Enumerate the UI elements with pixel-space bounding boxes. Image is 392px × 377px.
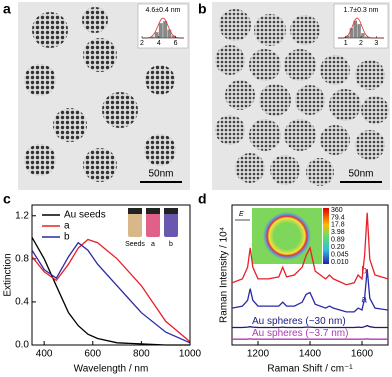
legend-label: b [64,232,70,243]
x-tick-label: 1400 [299,349,322,360]
y-tick-label: 0.8 [15,253,29,264]
x-tick-label: 400 [36,349,53,360]
y-tick-label: 0.4 [15,297,29,308]
series-label: b [361,266,367,277]
histogram-bar [167,29,172,39]
x-tick-label: 2 [140,40,144,47]
y-tick-label: 0.0 [15,340,29,351]
inset-annotation: 4.6±0.4 nm [146,7,181,14]
histogram-bar [360,32,365,39]
series-line [31,241,191,344]
colorbar-label: 0.010 [331,259,349,266]
histogram-bar [162,20,168,39]
y-tick-label: 1.2 [15,210,29,221]
series-line [232,324,388,329]
x-tick-label: 1000 [179,349,202,360]
series-label: Au spheres (~3.7 nm) [252,328,348,339]
panel-label: b [198,1,207,17]
colorbar-label: 0.89 [331,237,345,244]
particles [215,9,389,186]
x-tick-label: 600 [84,349,101,360]
colorbar-label: 0.20 [331,244,345,251]
inset-annotation: 1.7±0.3 nm [344,7,379,14]
y-axis-label: Raman Intensity / 10⁴ [219,227,230,323]
vial-label: a [151,241,155,248]
scale-bar-label: 50nm [348,169,373,180]
colorbar-label: 360 [331,207,343,214]
legend-label: Au seeds [64,210,106,221]
y-axis-label: Extinction [3,253,14,296]
x-tick-label: 1200 [247,349,270,360]
series-line [231,212,389,286]
colorbar-label: 3.98 [331,229,345,236]
colorbar-label: 0.045 [331,251,349,258]
histogram-bar [154,31,159,39]
colorbar-label: 17.8 [331,222,345,229]
series-line [231,269,389,313]
vial-label: Seeds [125,241,145,248]
series-label: Au spheres (~30 nm) [252,316,346,327]
x-tick-label: 4 [157,40,161,47]
x-tick-label: 800 [133,349,150,360]
histogram-bar [158,22,164,39]
legend-label: a [64,221,70,232]
panel-label: a [3,1,11,17]
x-tick-label: 6 [174,40,178,47]
colorbar [323,208,329,264]
vial-label: b [169,241,173,248]
x-tick-label: 1 [344,40,348,47]
plot-frame [31,204,191,346]
x-tick-label: 1600 [351,349,374,360]
x-tick-label: 2 [359,40,363,47]
particles [24,7,176,182]
x-tick-label: 3 [374,40,378,47]
x-axis-label: Raman Shift / cm⁻¹ [267,364,353,375]
vials [128,208,178,237]
colorbar-label: 79.4 [331,214,345,221]
raman-map-ring [263,212,311,260]
panel-label: d [198,191,207,207]
fit-curve [141,17,185,39]
field-label: E [239,211,244,218]
histogram-bar [357,23,362,39]
series-label: a [361,295,367,306]
scale-bar-label: 50nm [148,169,173,180]
series-line [31,238,191,343]
x-axis-label: Wavelength / nm [74,364,149,375]
panel-label: c [3,191,11,207]
